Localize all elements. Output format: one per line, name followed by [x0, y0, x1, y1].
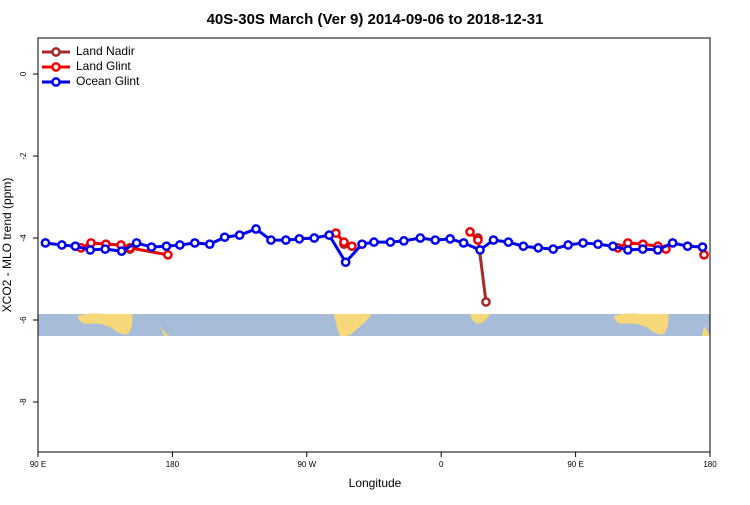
data-point [637, 244, 648, 254]
data-point [70, 241, 81, 252]
data-point [251, 224, 261, 234]
y-axis-label: XCO2 - MLO trend (ppm) [0, 178, 14, 313]
map-strip [38, 313, 710, 336]
data-point [533, 243, 544, 253]
data-point [161, 241, 172, 252]
x-tick-label: 180 [166, 460, 180, 469]
data-point [57, 240, 67, 250]
legend-label: Ocean Glint [76, 74, 140, 88]
data-point [340, 257, 351, 268]
data-point [339, 237, 349, 247]
data-point [294, 234, 305, 244]
data-point [652, 245, 663, 255]
data-point [324, 230, 335, 241]
data-point [234, 230, 245, 241]
data-point [309, 233, 320, 243]
data-point [85, 245, 96, 255]
data-point [445, 234, 456, 244]
data-point [163, 249, 173, 260]
data-point [503, 237, 514, 247]
data-point [131, 238, 142, 248]
x-tick-label: 90 E [567, 460, 583, 469]
data-point [100, 244, 111, 254]
data-point [697, 242, 708, 252]
data-point [548, 244, 559, 254]
y-tick-label: -6 [19, 316, 28, 324]
data-point [481, 297, 491, 307]
data-point [682, 241, 693, 252]
data-point [204, 239, 215, 250]
data-point [116, 246, 127, 256]
data-point [563, 240, 573, 250]
data-point [415, 233, 426, 243]
data-point [40, 238, 51, 248]
data-point [623, 245, 633, 255]
legend-label: Land Glint [76, 59, 131, 73]
plot-frame [37, 37, 711, 453]
data-point [488, 235, 499, 245]
data-point [357, 239, 367, 250]
x-tick-label: 90 W [297, 460, 316, 469]
data-point [465, 227, 475, 237]
data-point [699, 249, 709, 260]
x-axis-label: Longitude [349, 476, 402, 490]
legend-marker [51, 77, 61, 87]
data-point [189, 238, 200, 248]
legend-label: Land Nadir [76, 44, 135, 58]
data-point [473, 235, 483, 245]
data-point [578, 238, 588, 248]
data-point [219, 232, 230, 243]
y-tick-label: -4 [19, 234, 28, 242]
data-point [399, 236, 409, 246]
x-tick-label: 0 [439, 460, 444, 469]
data-point [369, 237, 379, 247]
x-tick-label: 90 E [30, 460, 46, 469]
data-point [266, 235, 276, 245]
y-tick-label: -2 [19, 152, 28, 160]
data-point [281, 235, 291, 245]
data-point [593, 239, 603, 250]
data-point [146, 242, 157, 252]
data-point [518, 241, 529, 252]
data-point [385, 237, 396, 247]
data-point [458, 238, 469, 248]
legend-marker [51, 47, 61, 57]
x-tick-label: 180 [703, 460, 717, 469]
chart-title: 40S-30S March (Ver 9) 2014-09-06 to 2018… [207, 11, 544, 28]
y-tick-label: -8 [19, 398, 28, 406]
data-point [175, 240, 185, 250]
y-tick-label: 0 [19, 71, 28, 76]
legend-marker [51, 62, 61, 72]
data-point [430, 235, 441, 245]
data-point [608, 241, 618, 252]
data-point [475, 245, 485, 255]
data-point [347, 241, 357, 252]
data-point [667, 238, 678, 248]
